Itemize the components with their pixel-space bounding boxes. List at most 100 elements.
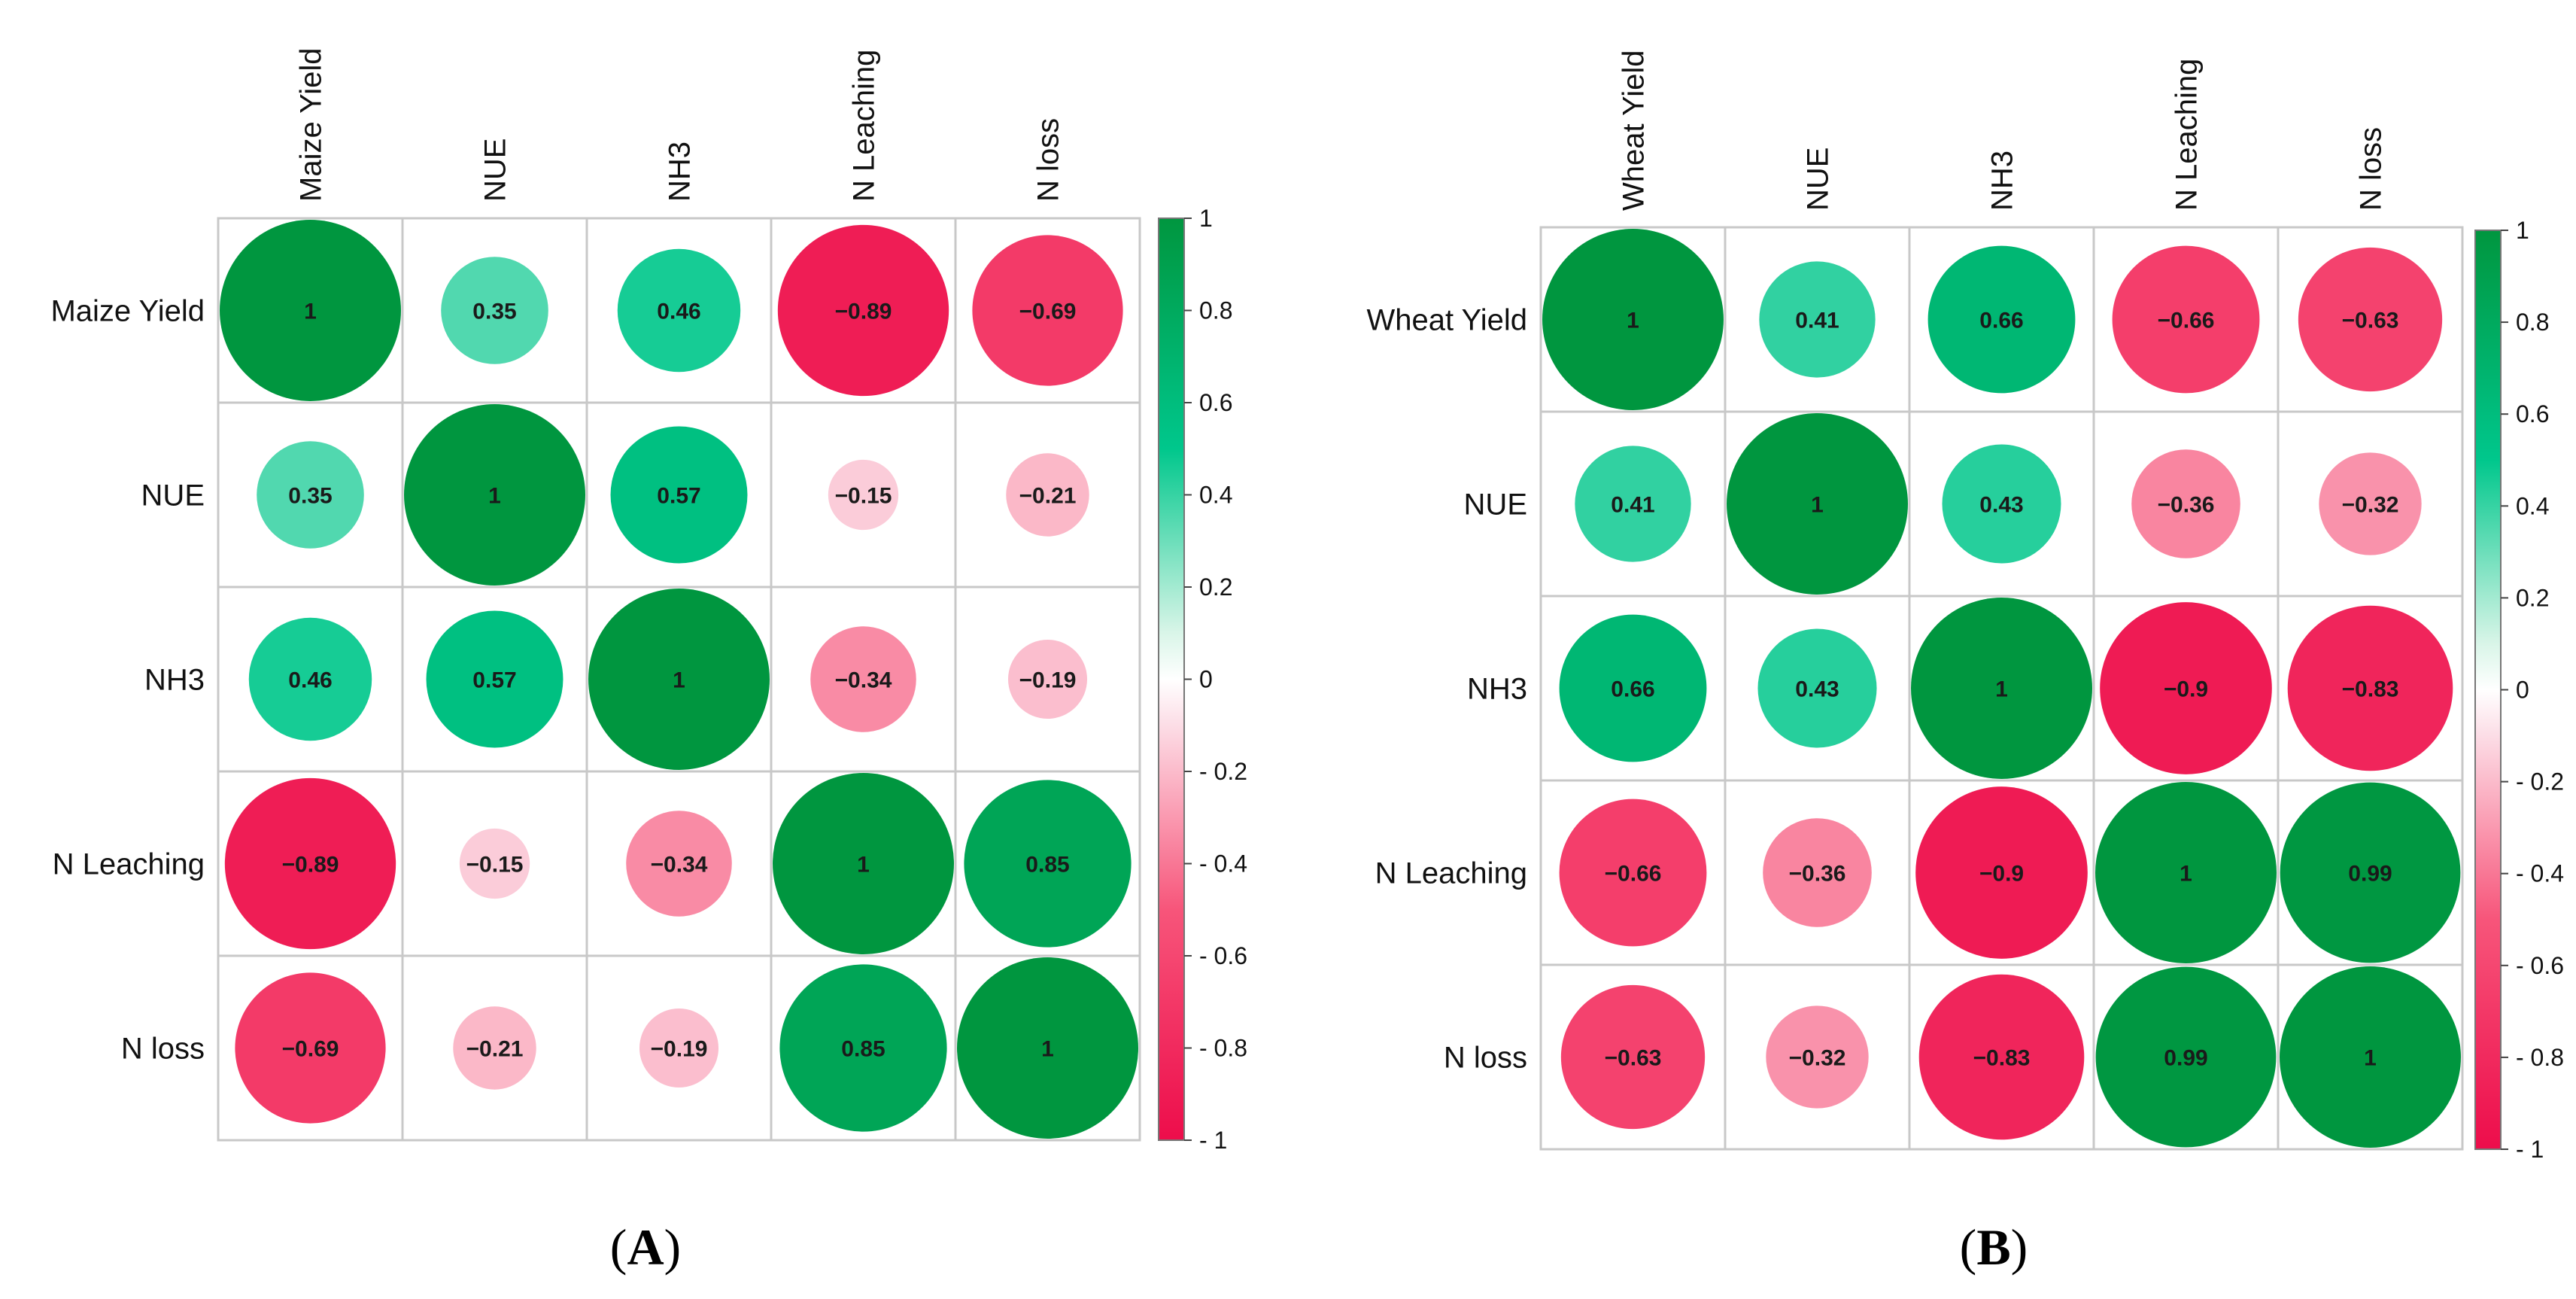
correlation-circle-r0-c0 [220, 220, 401, 401]
correlation-value-label: −0.66 [1605, 862, 1662, 887]
correlation-circle-r4-c2 [639, 1008, 719, 1088]
colorbar [2474, 230, 2502, 1150]
column-label-nh3: NH3 [1986, 151, 2019, 211]
correlation-value-label: 0.43 [1979, 493, 2023, 518]
correlation-value-label: 0.99 [2164, 1046, 2207, 1071]
correlation-value-label: −0.83 [2342, 677, 2399, 702]
row-label-wheat-yield: Wheat Yield [1367, 304, 1527, 337]
row-label-n-leaching: N Leaching [53, 848, 205, 881]
column-label-n-loss: N loss [1032, 118, 1065, 202]
row-label-n-leaching: N Leaching [1375, 857, 1527, 890]
correlation-value-label: −0.63 [1605, 1046, 1662, 1071]
correlation-circle-r1-c3 [828, 459, 899, 531]
correlation-value-label: 1 [2180, 862, 2192, 887]
colorbar-tick-label: 0 [1199, 666, 1213, 693]
colorbar-tick-label: 0.2 [2516, 584, 2549, 611]
correlation-value-label: 1 [857, 853, 870, 878]
correlation-circle-r1-c2 [610, 426, 748, 564]
correlation-value-label: 0.57 [472, 668, 516, 693]
correlation-value-label: 1 [1041, 1037, 1054, 1062]
correlation-value-label: 0.43 [1795, 677, 1839, 702]
colorbar-tick-label: 1 [1199, 205, 1213, 232]
correlation-circle-r4-c4 [957, 957, 1138, 1139]
colorbar-tick-label: 0 [2516, 677, 2529, 704]
correlation-value-label: 0.35 [288, 484, 332, 509]
correlation-circle-r3-c0 [1559, 799, 1707, 947]
correlation-value-label: −0.9 [1979, 862, 2024, 887]
correlation-value-label: −0.15 [835, 484, 892, 509]
column-label-nue: NUE [1802, 148, 1835, 211]
correlation-value-label: 1 [673, 668, 685, 693]
column-label-nue: NUE [479, 138, 512, 202]
correlation-circle-r3-c2 [626, 811, 732, 917]
correlation-circle-r0-c1 [441, 257, 548, 364]
correlation-circle-r3-c4 [2280, 782, 2461, 963]
colorbar-tick-label: 0.4 [2516, 492, 2549, 519]
colorbar-tick-label: - 0.8 [1199, 1035, 1247, 1062]
colorbar-tick-label: - 0.4 [2516, 860, 2564, 887]
correlation-circle-r1-c1 [1727, 413, 1908, 595]
correlation-circle-r1-c0 [257, 441, 364, 549]
correlation-circle-r1-c4 [1006, 453, 1089, 537]
correlation-value-label: −0.89 [835, 300, 892, 324]
correlation-circle-r0-c2 [617, 248, 741, 373]
colorbar-tick-label: - 0.2 [1199, 758, 1247, 785]
correlation-value-label: −0.32 [2342, 493, 2399, 518]
correlation-circle-r1-c1 [404, 404, 585, 586]
row-label-n-loss: N loss [1444, 1042, 1527, 1075]
correlation-value-label: −0.34 [651, 853, 708, 878]
correlation-circle-r2-c2 [588, 589, 770, 770]
correlation-circle-r1-c0 [1575, 446, 1691, 562]
correlation-value-label: −0.19 [1019, 668, 1077, 693]
correlation-value-label: −0.19 [651, 1037, 708, 1062]
row-label-nh3: NH3 [144, 664, 205, 697]
correlation-circle-r3-c1 [459, 828, 530, 899]
row-label-nh3: NH3 [1467, 673, 1527, 706]
colorbar-tick-label: - 0.6 [2516, 952, 2564, 979]
correlation-value-label: −0.36 [2158, 493, 2215, 518]
correlation-value-label: −0.36 [1789, 862, 1846, 887]
correlation-circle-r4-c2 [1918, 974, 2085, 1140]
correlation-value-label: 1 [488, 484, 501, 509]
correlation-value-label: 1 [2364, 1046, 2377, 1071]
correlation-circle-r0-c3 [777, 224, 949, 397]
correlation-value-label: 0.41 [1611, 493, 1654, 518]
column-label-n-leaching: N Leaching [848, 50, 881, 202]
correlation-circle-r0-c4 [2298, 247, 2443, 392]
correlation-circle-r1-c2 [1942, 444, 2061, 564]
correlation-value-label: −0.32 [1789, 1046, 1846, 1071]
correlation-circle-r3-c2 [1915, 786, 2088, 959]
colorbar-tick-label: - 0.8 [2516, 1044, 2564, 1071]
correlation-value-label: 1 [1995, 677, 2008, 702]
correlation-circle-r4-c1 [453, 1006, 536, 1090]
panel-a-correlation-matrix: 1 0.35 0.46 −0.89 −0.69 0.35 1 0.57 −0.15 −0.21 0.… [50, 47, 1247, 1154]
colorbar-tick-label: - 0.6 [1199, 942, 1247, 969]
correlation-value-label: 0.85 [1025, 853, 1069, 878]
caption-b: (B) [1960, 1218, 2028, 1276]
colorbar-tick-label: 0.2 [1199, 573, 1232, 601]
correlation-circle-r2-c4 [1007, 639, 1088, 719]
correlation-circle-r2-c3 [810, 626, 916, 732]
correlation-circle-r2-c1 [426, 610, 564, 748]
correlation-value-label: 0.85 [841, 1037, 885, 1062]
correlation-value-label: −0.89 [282, 853, 339, 878]
correlation-value-label: 0.35 [472, 300, 516, 324]
colorbar-tick-label: - 1 [2516, 1136, 2544, 1163]
colorbar-tick-label: - 0.4 [1199, 850, 1247, 878]
correlation-value-label: −0.63 [2342, 309, 2399, 333]
column-label-nh3: NH3 [664, 141, 697, 202]
colorbar-tick-label: 1 [2516, 217, 2529, 244]
panel-b-correlation-matrix: 1 0.41 0.66 −0.66 −0.630.41 1 0.43 −0.36 −0.320.… [1367, 50, 2565, 1163]
grid-cell [2277, 963, 2464, 1151]
correlation-circle-r0-c2 [1927, 245, 2076, 394]
correlation-value-label: −0.34 [835, 668, 892, 693]
correlation-value-label: 0.46 [657, 300, 700, 324]
row-label-nue: NUE [1464, 488, 1527, 522]
correlation-circle-r3-c4 [964, 780, 1132, 948]
correlation-circle-r2-c4 [2287, 605, 2453, 771]
correlation-circle-r3-c3 [2095, 782, 2277, 963]
correlation-circle-r1-c4 [2319, 452, 2422, 555]
correlation-circle-r2-c0 [1559, 614, 1707, 762]
correlation-value-label: −0.69 [282, 1037, 339, 1062]
